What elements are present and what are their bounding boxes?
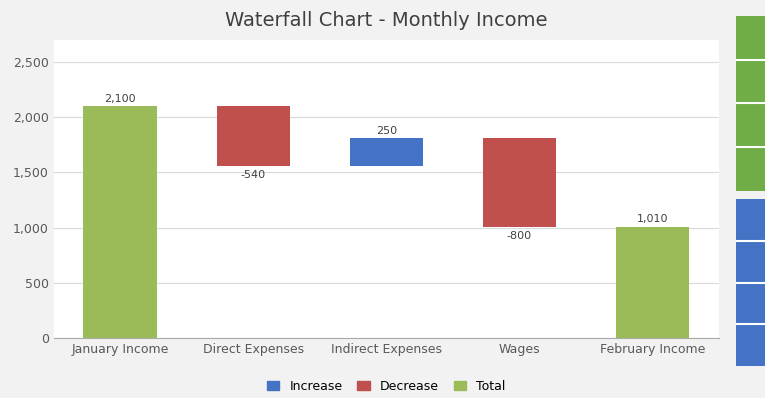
Legend: Increase, Decrease, Total: Increase, Decrease, Total [262, 375, 511, 398]
Bar [483, 138, 556, 226]
Title: Waterfall Chart - Monthly Income: Waterfall Chart - Monthly Income [225, 11, 548, 30]
Bar [616, 226, 689, 338]
Text: -540: -540 [241, 170, 265, 180]
Text: -800: -800 [507, 231, 532, 241]
Bar [83, 106, 157, 338]
Text: 2,100: 2,100 [104, 94, 136, 104]
Bar [216, 106, 290, 166]
Text: 250: 250 [376, 126, 397, 136]
Bar [350, 138, 423, 166]
Text: 1,010: 1,010 [636, 215, 669, 224]
